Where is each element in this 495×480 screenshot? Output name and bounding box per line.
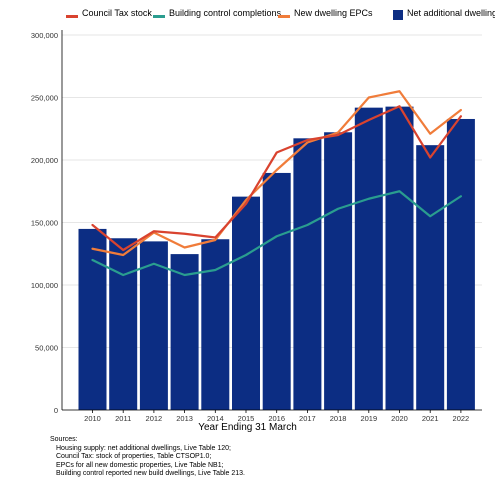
- x-tick-label: 2017: [299, 414, 316, 423]
- legend-swatch-net-additional: [393, 10, 403, 20]
- series-line: [91, 105, 462, 252]
- x-tick-label: 2016: [268, 414, 285, 423]
- bar: [78, 228, 107, 410]
- bar: [232, 196, 260, 410]
- legend-swatch-building-control: [153, 15, 165, 18]
- x-tick-label: 2022: [453, 414, 470, 423]
- x-tick-label: 2011: [115, 414, 131, 423]
- source-line-4: Building control reported new build dwel…: [56, 470, 245, 477]
- legend-label-epcs: New dwelling EPCs: [294, 8, 373, 18]
- legend-label-council-tax: Council Tax stock: [82, 8, 152, 18]
- bar: [354, 107, 383, 411]
- sources-note: Sources: Housing supply: net additional …: [50, 436, 245, 479]
- bar: [293, 138, 322, 410]
- x-tick-label: 2014: [207, 414, 224, 423]
- source-line-2: Council Tax: stock of properties, Table …: [56, 453, 212, 460]
- y-tick-label: 100,000: [31, 281, 58, 290]
- bar: [446, 118, 475, 410]
- y-tick-label: 300,000: [31, 31, 58, 40]
- x-tick-label: 2013: [176, 414, 193, 423]
- y-tick-label: 150,000: [31, 219, 58, 228]
- series-line: [91, 190, 462, 277]
- source-line-3: EPCs for all new domestic properties, Li…: [56, 461, 224, 469]
- bar: [262, 172, 291, 410]
- y-tick-label: 250,000: [31, 94, 58, 103]
- bar: [109, 238, 138, 410]
- legend-label-building-control: Building control completions: [169, 8, 282, 18]
- x-tick-label: 2010: [84, 414, 101, 423]
- source-line-1: Housing supply: net additional dwellings…: [56, 444, 231, 452]
- legend-label-net-additional: Net additional dwellings: [407, 8, 495, 18]
- x-tick-label: 2015: [238, 414, 255, 423]
- x-tick-label: 2018: [330, 414, 347, 423]
- x-tick-label: 2012: [146, 414, 163, 423]
- y-tick-label: 0: [54, 406, 58, 415]
- chart-legend: Council Tax stock Building control compl…: [0, 8, 495, 26]
- legend-swatch-council-tax: [66, 15, 78, 18]
- bar: [201, 239, 230, 410]
- bar: [385, 106, 414, 410]
- x-axis-title: Year Ending 31 March: [198, 422, 297, 433]
- x-tick-label: 2020: [391, 414, 408, 423]
- bar: [416, 145, 445, 410]
- y-tick-label: 50,000: [35, 344, 58, 353]
- y-tick-label: 200,000: [31, 156, 58, 165]
- bar: [139, 241, 168, 410]
- x-tick-label: 2021: [422, 414, 439, 423]
- bar: [170, 254, 199, 410]
- legend-swatch-epcs: [278, 15, 290, 18]
- bar: [324, 132, 353, 410]
- sources-heading: Sources:: [50, 436, 78, 443]
- x-tick-label: 2019: [360, 414, 377, 423]
